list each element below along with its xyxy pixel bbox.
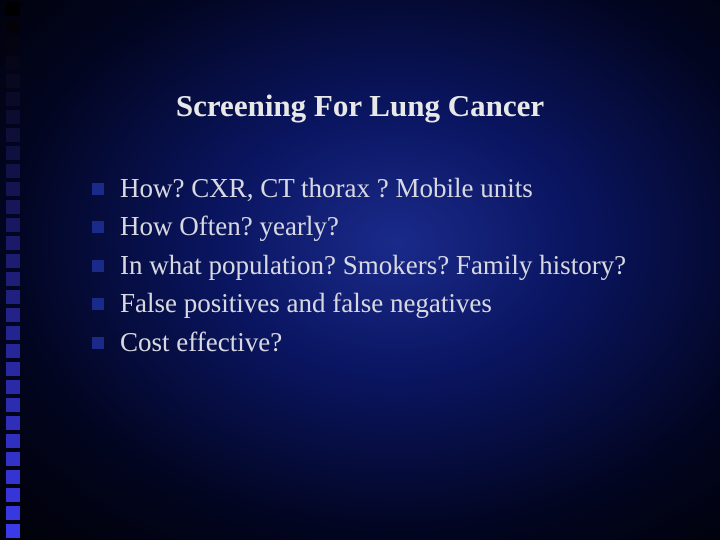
sidebar-square (6, 470, 20, 484)
sidebar-square (6, 488, 20, 502)
sidebar-square (6, 146, 20, 160)
sidebar-square (6, 398, 20, 412)
bullet-item: In what population? Smokers? Family hist… (92, 247, 672, 283)
sidebar-square (6, 200, 20, 214)
bullet-text: How? CXR, CT thorax ? Mobile units (120, 173, 533, 203)
sidebar-square (6, 326, 20, 340)
bullet-text: How Often? yearly? (120, 211, 339, 241)
sidebar-square (6, 362, 20, 376)
sidebar-square (6, 236, 20, 250)
sidebar-square (6, 164, 20, 178)
bullet-text: Cost effective? (120, 327, 282, 357)
sidebar-square (6, 38, 20, 52)
bullet-list: How? CXR, CT thorax ? Mobile units How Of… (92, 170, 672, 362)
sidebar-square (6, 344, 20, 358)
bullet-text: In what population? Smokers? Family hist… (120, 250, 626, 280)
sidebar-square (6, 74, 20, 88)
sidebar-square (6, 128, 20, 142)
sidebar-square (6, 272, 20, 286)
sidebar-square (6, 524, 20, 538)
sidebar-square (6, 308, 20, 322)
slide-title: Screening For Lung Cancer (0, 88, 720, 124)
sidebar-square (6, 506, 20, 520)
sidebar-square (6, 452, 20, 466)
bullet-square-icon (92, 260, 104, 272)
bullet-square-icon (92, 337, 104, 349)
sidebar-square (6, 218, 20, 232)
bullet-item: Cost effective? (92, 324, 672, 360)
bullet-text: False positives and false negatives (120, 288, 492, 318)
sidebar-square (6, 254, 20, 268)
sidebar-square (6, 182, 20, 196)
bullet-item: How? CXR, CT thorax ? Mobile units (92, 170, 672, 206)
bullet-square-icon (92, 298, 104, 310)
bullet-item: How Often? yearly? (92, 208, 672, 244)
sidebar-square (6, 2, 20, 16)
bullet-square-icon (92, 221, 104, 233)
sidebar-square (6, 380, 20, 394)
bullet-item: False positives and false negatives (92, 285, 672, 321)
sidebar-square (6, 416, 20, 430)
sidebar-square (6, 20, 20, 34)
sidebar-square (6, 434, 20, 448)
bullet-square-icon (92, 183, 104, 195)
decorative-sidebar (0, 0, 28, 540)
sidebar-square (6, 56, 20, 70)
sidebar-square (6, 290, 20, 304)
